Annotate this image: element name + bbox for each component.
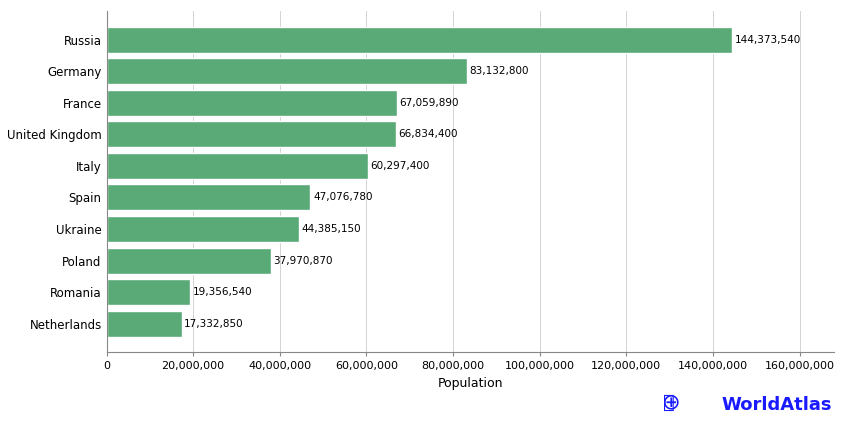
Bar [106, 153, 367, 179]
Text: ⓘ: ⓘ [663, 392, 674, 411]
Text: 37,970,870: 37,970,870 [273, 256, 333, 265]
Text: WorldAtlas: WorldAtlas [721, 395, 831, 414]
Text: 17,332,850: 17,332,850 [184, 319, 244, 329]
Bar [106, 279, 190, 305]
Text: ⊕: ⊕ [662, 393, 680, 413]
Bar [106, 248, 271, 273]
Bar [106, 58, 466, 84]
Text: 47,076,780: 47,076,780 [312, 192, 372, 203]
Text: 66,834,400: 66,834,400 [398, 129, 457, 139]
Bar [106, 216, 299, 242]
Text: 44,385,150: 44,385,150 [301, 224, 360, 234]
Text: 83,132,800: 83,132,800 [468, 66, 528, 76]
Bar [106, 311, 181, 337]
Text: 67,059,890: 67,059,890 [399, 98, 458, 108]
Bar [106, 184, 310, 211]
Text: 19,356,540: 19,356,540 [192, 287, 252, 297]
X-axis label: Population: Population [437, 377, 502, 390]
Bar [106, 122, 396, 147]
Bar [106, 27, 731, 53]
Text: 144,373,540: 144,373,540 [733, 35, 800, 45]
Bar [106, 90, 397, 116]
Text: 60,297,400: 60,297,400 [370, 161, 430, 171]
